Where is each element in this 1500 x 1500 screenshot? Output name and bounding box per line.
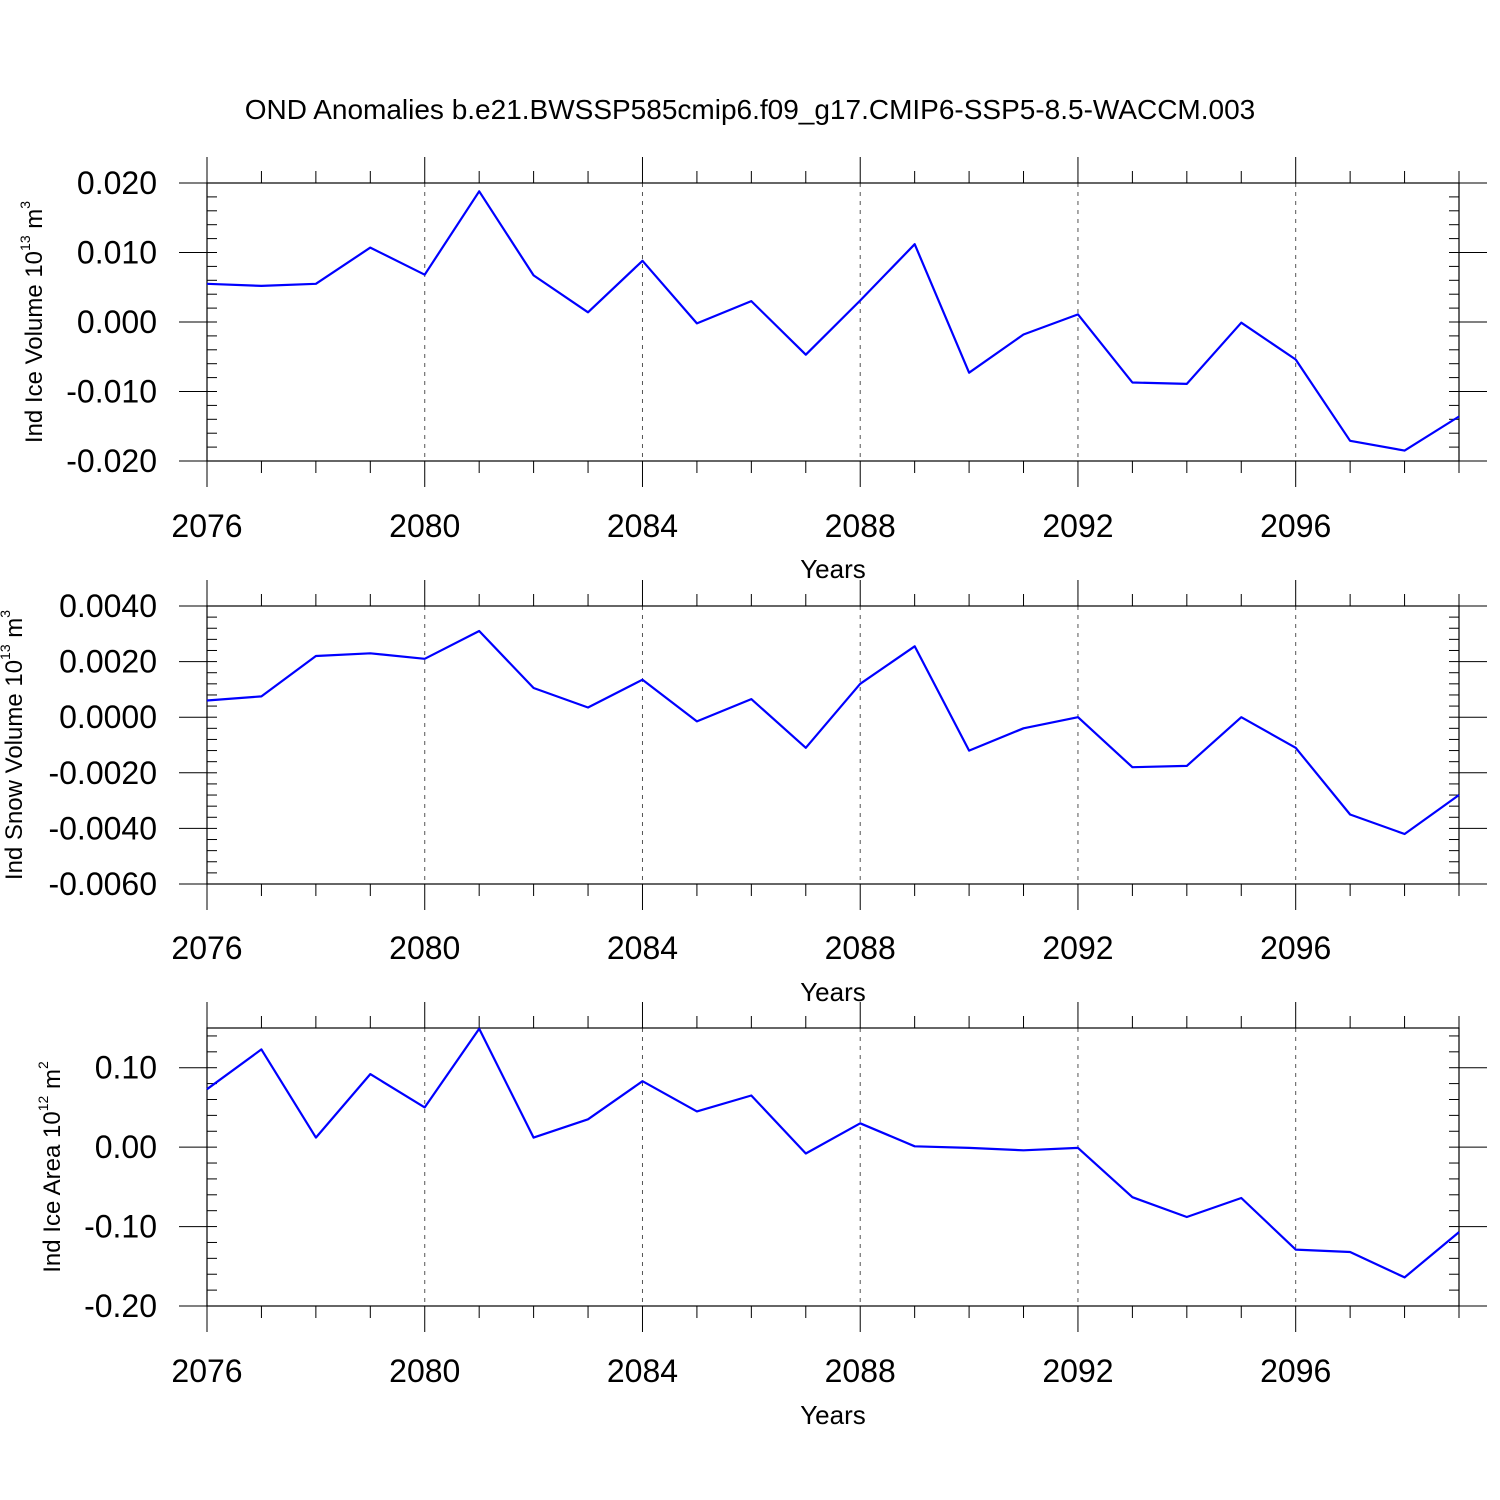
chart-3-ylabel: Ind Ice Area 1012 m2 <box>35 1061 66 1273</box>
chart-1-ylabel-part-2: m <box>21 209 48 236</box>
panels: 0.020 0.010 0.000 -0.010 -0.020 2076 2080 2084 2… <box>0 157 1487 1430</box>
chart-3-frame <box>206 1027 1460 1307</box>
chart-2-ytick-label-0: 0.0040 <box>59 588 157 624</box>
chart-2-ylabel-part-0: Ind Snow Volume 10 <box>1 660 28 880</box>
chart-3-series-line <box>206 1027 1460 1279</box>
chart-3-ytick-label-0: 0.10 <box>95 1050 157 1086</box>
chart-1-xtick-label-4: 2092 <box>1042 508 1113 544</box>
chart-1-frame <box>206 182 1460 462</box>
chart-1-xtick-label-1: 2080 <box>389 508 460 544</box>
figure-title: OND Anomalies b.e21.BWSSP585cmip6.f09_g1… <box>245 94 1256 125</box>
chart-1-ytick-label-4: -0.020 <box>66 443 157 479</box>
chart-2-ytick-label-3: -0.0020 <box>48 755 157 791</box>
chart-1-xtick-label-5: 2096 <box>1260 508 1331 544</box>
chart-2-xlabel: Years <box>800 977 866 1007</box>
chart-3-xtick-label-3: 2088 <box>825 1353 896 1389</box>
chart-3-xtick-label-4: 2092 <box>1042 1353 1113 1389</box>
chart-1-ylabel-part-1: 13 <box>17 235 33 251</box>
chart-1-xtick-label-0: 2076 <box>171 508 242 544</box>
chart-1-ytick-label-2: 0.000 <box>77 304 157 340</box>
chart-3-ylabel-part-0: Ind Ice Area 10 <box>39 1111 66 1272</box>
chart-3-xtick-label-0: 2076 <box>171 1353 242 1389</box>
chart-2-xtick-label-3: 2088 <box>825 930 896 966</box>
chart-2-xtick-label-2: 2084 <box>607 930 678 966</box>
chart-1-series-line <box>206 190 1460 452</box>
chart-2-ylabel-part-3: 3 <box>0 610 13 618</box>
chart-2-ytick-label-4: -0.0040 <box>48 810 157 846</box>
chart-2-frame <box>206 605 1460 885</box>
chart-2-ytick-label-2: 0.0000 <box>59 699 157 735</box>
chart-2-ytick-label-1: 0.0020 <box>59 644 157 680</box>
chart-2-xtick-label-5: 2096 <box>1260 930 1331 966</box>
chart-2-series-line <box>206 629 1460 836</box>
chart-2-ylabel-part-2: m <box>1 618 28 645</box>
chart-3-xtick-label-5: 2096 <box>1260 1353 1331 1389</box>
chart-1-xtick-label-3: 2088 <box>825 508 896 544</box>
chart-1-ylabel-part-0: Ind Ice Volume 10 <box>21 251 48 443</box>
chart-3-ytick-label-2: -0.10 <box>84 1209 157 1245</box>
chart-1: 0.020 0.010 0.000 -0.010 -0.020 2076 2080 2084 2… <box>17 157 1487 584</box>
chart-2-xtick-label-4: 2092 <box>1042 930 1113 966</box>
chart-1-ylabel: Ind Ice Volume 1013 m3 <box>17 201 48 443</box>
chart-3-xlabel: Years <box>800 1400 866 1430</box>
chart-2-ylabel: Ind Snow Volume 1013 m3 <box>0 610 28 880</box>
chart-2-ylabel-part-1: 13 <box>0 644 13 660</box>
chart-1-ytick-label-1: 0.010 <box>77 235 157 271</box>
chart-1-xlabel: Years <box>800 554 866 584</box>
chart-1-ylabel-part-3: 3 <box>17 201 33 209</box>
chart-3: 0.10 0.00 -0.10 -0.20 2076 2080 2084 2088 2092 20… <box>35 1002 1487 1430</box>
chart-3-ytick-label-1: 0.00 <box>95 1129 157 1165</box>
chart-3-xtick-label-2: 2084 <box>607 1353 678 1389</box>
chart-3-xtick-label-1: 2080 <box>389 1353 460 1389</box>
chart-3-ylabel-part-3: 2 <box>35 1061 51 1069</box>
chart-2-ytick-label-5: -0.0060 <box>48 866 157 902</box>
chart-3-ylabel-part-1: 12 <box>35 1096 51 1112</box>
chart-2-xtick-label-0: 2076 <box>171 930 242 966</box>
chart-1-ytick-label-0: 0.020 <box>77 165 157 201</box>
chart-3-ytick-label-3: -0.20 <box>84 1288 157 1324</box>
chart-2: 0.0040 0.0020 0.0000 -0.0020 -0.0040 -0.0060 2… <box>0 580 1487 1007</box>
chart-3-ylabel-part-2: m <box>39 1069 66 1096</box>
chart-1-xtick-label-2: 2084 <box>607 508 678 544</box>
chart-1-ytick-label-3: -0.010 <box>66 374 157 410</box>
chart-2-xtick-label-1: 2080 <box>389 930 460 966</box>
